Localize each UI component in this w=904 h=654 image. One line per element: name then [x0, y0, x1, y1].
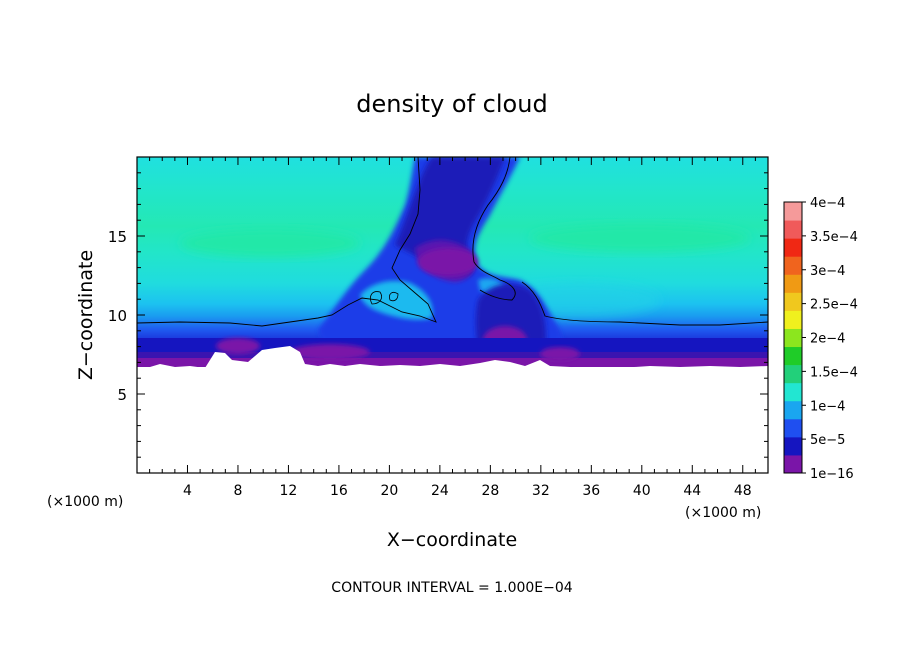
x-tick-label: 24: [431, 483, 449, 499]
colorbar-label: 5e−5: [810, 433, 845, 448]
colorbar-segment: [784, 346, 802, 366]
colorbar-segment: [784, 454, 802, 474]
y-ticks: 5 10 15: [108, 172, 768, 458]
colorbar-label: 1.5e−4: [810, 365, 858, 380]
x-tick-label: 48: [734, 483, 752, 499]
colorbar-segment: [784, 400, 802, 420]
colorbar-segment: [784, 310, 802, 329]
y-tick-label: 15: [108, 228, 127, 246]
heatmap-field: [137, 157, 768, 473]
x-unit-label-right: (×1000 m): [685, 505, 761, 521]
chart-title: density of cloud: [356, 90, 547, 118]
x-tick-label: 20: [380, 483, 398, 499]
x-tick-label: 32: [532, 483, 550, 499]
x-ticks: 4 8 12 16 20 24 28 32 36 40 44 48: [149, 157, 756, 499]
x-tick-label: 12: [280, 483, 298, 499]
colorbar-segment: [784, 328, 802, 348]
x-tick-label: 8: [233, 483, 242, 499]
colorbar-label: 3e−4: [810, 264, 845, 279]
colorbar-segment: [784, 364, 802, 384]
y-tick-label: 10: [108, 307, 127, 325]
footer-contour-interval: CONTOUR INTERVAL = 1.000E−04: [331, 580, 572, 596]
colorbar-label: 1e−4: [810, 399, 845, 414]
colorbar-segment: [784, 256, 802, 275]
colorbar-segment: [784, 418, 802, 438]
colorbar-segment: [784, 202, 802, 221]
x-tick-label: 40: [633, 483, 651, 499]
x-unit-label-left: (×1000 m): [47, 494, 123, 510]
y-tick-label: 5: [117, 386, 127, 404]
colorbar-segment: [784, 274, 802, 293]
x-tick-label: 4: [183, 483, 192, 499]
x-tick-label: 36: [582, 483, 600, 499]
colorbar-label: 2.5e−4: [810, 298, 858, 313]
colorbar-label: 3.5e−4: [810, 230, 858, 245]
colorbar-label: 1e−16: [810, 467, 854, 482]
x-axis-label: X−coordinate: [387, 529, 517, 551]
y-axis-label: Z−coordinate: [75, 250, 97, 380]
colorbar-segment: [784, 292, 802, 311]
colorbar-segment: [784, 238, 802, 257]
colorbar-segment: [784, 220, 802, 239]
colorbar-segment: [784, 436, 802, 456]
colorbar-label: 2e−4: [810, 332, 845, 347]
x-tick-label: 16: [330, 483, 348, 499]
colorbar-segment: [784, 382, 802, 402]
x-tick-label: 44: [683, 483, 701, 499]
x-tick-label: 28: [481, 483, 499, 499]
colorbar-label: 4e−4: [810, 196, 845, 211]
colorbar: 1e−16 5e−5 1e−4 1.5e−4 2e−4 2.5e−4 3e−4 3.5e−4 4…: [783, 196, 858, 482]
